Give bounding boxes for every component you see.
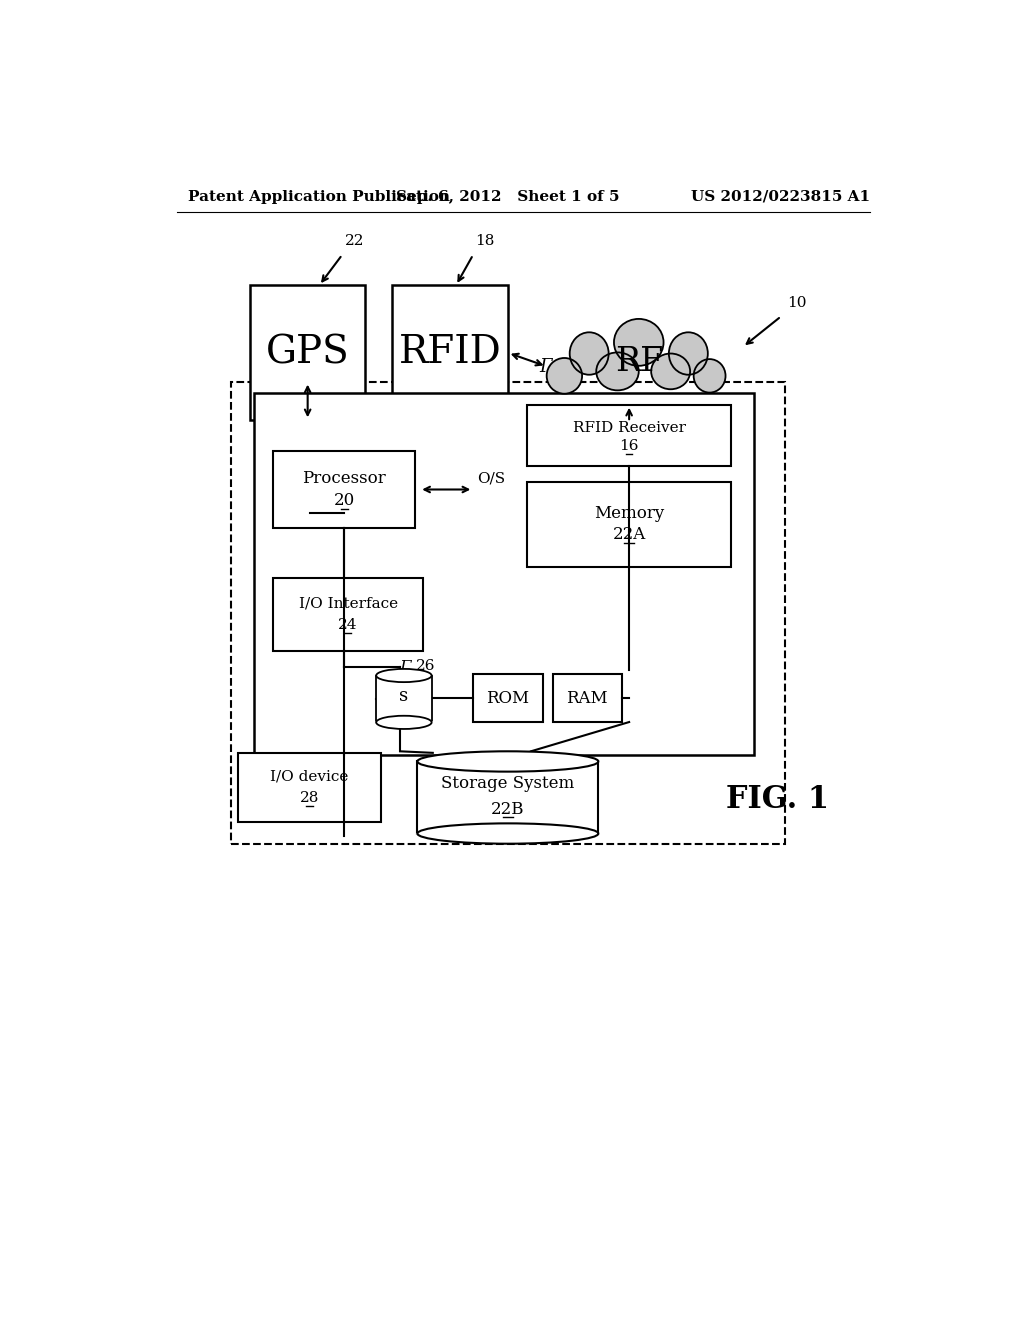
Bar [473, 675, 543, 722]
Text: Γ: Γ [399, 659, 411, 676]
Ellipse shape [569, 333, 608, 375]
Text: Processor: Processor [302, 470, 386, 487]
Bar [418, 762, 598, 833]
Text: 22B: 22B [492, 800, 524, 817]
Ellipse shape [547, 358, 582, 393]
Text: 20: 20 [334, 492, 355, 508]
Text: 22A: 22A [612, 527, 646, 544]
Text: RFID: RFID [398, 334, 502, 371]
Text: Sep. 6, 2012   Sheet 1 of 5: Sep. 6, 2012 Sheet 1 of 5 [396, 190, 620, 203]
Bar [273, 578, 423, 651]
Ellipse shape [376, 669, 432, 682]
Text: Storage System: Storage System [441, 775, 574, 792]
Text: US 2012/0223815 A1: US 2012/0223815 A1 [690, 190, 869, 203]
Bar [254, 393, 755, 755]
Ellipse shape [376, 715, 432, 729]
Text: GPS: GPS [266, 334, 349, 371]
Text: 26: 26 [416, 659, 435, 673]
Bar [250, 285, 366, 420]
Text: I/O Interface: I/O Interface [299, 597, 397, 611]
Text: I/O device: I/O device [270, 770, 349, 784]
Text: 10: 10 [787, 296, 807, 310]
Text: 16: 16 [620, 440, 639, 453]
Text: ROM: ROM [486, 689, 529, 706]
Text: FIG. 1: FIG. 1 [726, 784, 828, 814]
Ellipse shape [651, 354, 690, 389]
Bar [376, 676, 432, 722]
Ellipse shape [596, 352, 639, 391]
Bar [527, 405, 731, 466]
Text: RFID Receiver: RFID Receiver [572, 421, 686, 434]
Bar [230, 381, 785, 843]
Text: O/S: O/S [477, 471, 505, 486]
Text: RAM: RAM [566, 689, 608, 706]
Text: s: s [399, 686, 409, 705]
Ellipse shape [418, 824, 598, 843]
Text: 18: 18 [475, 235, 495, 248]
Bar [273, 451, 416, 528]
Bar [527, 482, 731, 566]
Ellipse shape [614, 319, 664, 366]
Text: 22: 22 [345, 235, 365, 248]
Text: Patent Application Publication: Patent Application Publication [188, 190, 451, 203]
Bar [239, 752, 381, 822]
Text: 12: 12 [558, 362, 578, 376]
Bar [553, 675, 622, 722]
Ellipse shape [693, 359, 726, 392]
Bar [392, 285, 508, 420]
Text: RF: RF [614, 346, 663, 379]
Ellipse shape [669, 333, 708, 375]
Text: 24: 24 [338, 618, 357, 632]
Text: Memory: Memory [594, 504, 665, 521]
Text: 28: 28 [300, 791, 319, 805]
Text: Γ: Γ [540, 358, 552, 376]
Ellipse shape [418, 751, 598, 772]
